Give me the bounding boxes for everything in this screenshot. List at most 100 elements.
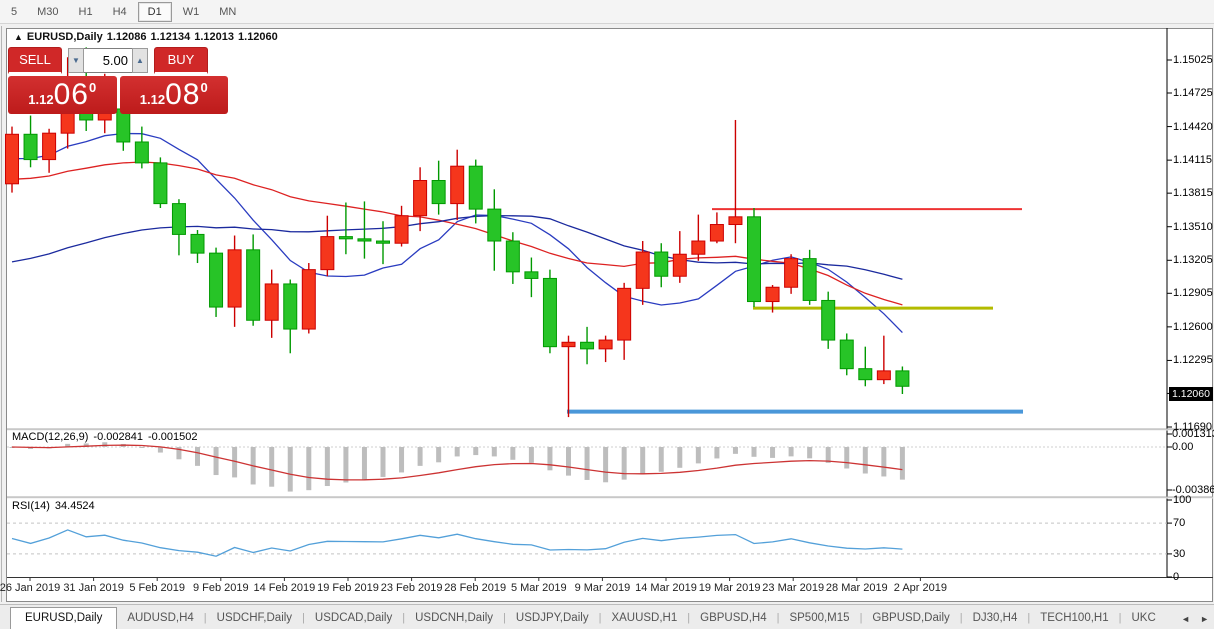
- macd-histogram-bar: [714, 447, 720, 459]
- sell-button[interactable]: SELL: [8, 47, 62, 74]
- symbol-tab-usdchf-daily[interactable]: USDCHF,Daily: [216, 612, 293, 624]
- symbol-tab-dj30-h4[interactable]: DJ30,H4: [972, 612, 1018, 624]
- macd-histogram-bar: [361, 447, 367, 480]
- volume-input[interactable]: [84, 48, 132, 73]
- rsi-label: RSI(14) 34.4524: [12, 500, 100, 512]
- candle-body: [338, 236, 353, 240]
- timeframe-tab-mn[interactable]: MN: [219, 5, 237, 18]
- candle-body: [654, 251, 669, 277]
- symbol-tab-usdcad-daily[interactable]: USDCAD,Daily: [314, 612, 393, 624]
- candle-body: [357, 238, 372, 242]
- candle-body: [209, 252, 224, 308]
- macd-histogram-bar: [269, 447, 275, 487]
- macd-histogram-bar: [306, 447, 312, 491]
- candle-body: [765, 286, 780, 303]
- date-axis-label: 26 Jan 2019: [0, 582, 61, 594]
- candle-body: [450, 165, 465, 205]
- timeframe-tab-w1[interactable]: W1: [182, 5, 200, 18]
- macd-histogram-bar: [825, 447, 831, 463]
- chart-surface: [6, 28, 1213, 602]
- ohlc-low: 1.12013: [194, 31, 235, 43]
- symbol-tab-sp500-m15[interactable]: SP500,M15: [789, 612, 850, 624]
- macd-axis-label: 0.001313: [1172, 428, 1214, 440]
- macd-histogram-bar: [528, 447, 534, 463]
- symbol-tab-usdjpy-daily[interactable]: USDJPY,Daily: [515, 612, 589, 624]
- macd-axis-label: 0.00: [1172, 441, 1194, 453]
- price-axis-label: 1.14420: [1173, 120, 1213, 133]
- date-axis-label: 31 Jan 2019: [63, 582, 124, 594]
- scroll-right-button[interactable]: ►: [1200, 614, 1209, 624]
- timeframe-tab-5[interactable]: 5: [11, 5, 18, 18]
- tab-divider: |: [959, 612, 963, 624]
- chart-ohlc-title: ▲ EURUSD,Daily 1.12086 1.12134 1.12013 1.1206…: [14, 31, 282, 43]
- macd-histogram-bar: [102, 442, 108, 447]
- candle-body: [691, 240, 706, 255]
- macd-histogram-bar: [399, 447, 405, 473]
- scroll-left-button[interactable]: ◄: [1181, 614, 1191, 624]
- date-axis-label: 19 Feb 2019: [317, 582, 379, 594]
- rsi-line: [11, 529, 903, 557]
- macd-histogram-bar: [454, 447, 460, 457]
- timeframe-tab-h1[interactable]: H1: [78, 5, 93, 18]
- timeframe-tab-d1[interactable]: D1: [137, 1, 172, 22]
- symbol-tab-tech100-h1[interactable]: TECH100,H1: [1040, 612, 1109, 624]
- price-axis-label: 1.13205: [1173, 254, 1213, 267]
- ohlc-open: 1.12086: [106, 31, 147, 43]
- candle-body: [728, 216, 743, 226]
- sell-price-big: 06: [53, 78, 89, 111]
- tab-divider: |: [402, 612, 406, 624]
- macd-histogram-bar: [491, 447, 497, 457]
- macd-value-main: -0.002841: [93, 431, 143, 443]
- macd-histogram-bar: [324, 447, 330, 487]
- macd-histogram-bar: [732, 447, 738, 454]
- buy-button[interactable]: BUY: [154, 47, 208, 74]
- tab-divider: |: [503, 612, 506, 624]
- symbol-tab-usdcnh-daily[interactable]: USDCNH,Daily: [415, 612, 494, 624]
- timeframe-tab-m30[interactable]: M30: [37, 5, 59, 18]
- date-axis-label: 28 Feb 2019: [444, 582, 507, 594]
- candle-body: [598, 339, 613, 350]
- date-axis-label: 9 Mar 2019: [574, 582, 631, 594]
- candle-body: [468, 165, 483, 210]
- sell-price-sup: 0: [88, 80, 97, 95]
- collapse-triangle-icon[interactable]: ▲: [14, 32, 23, 42]
- sell-price-tile[interactable]: 1.12 06 0: [8, 76, 117, 114]
- rsi-name: RSI(14): [12, 500, 50, 512]
- date-axis-label: 5 Feb 2019: [129, 582, 186, 594]
- buy-price-tile[interactable]: 1.12 08 0: [119, 76, 228, 114]
- date-axis-label: 28 Mar 2019: [825, 582, 888, 594]
- macd-histogram-bar: [176, 447, 182, 460]
- volume-increase-button[interactable]: ▲: [132, 48, 148, 73]
- candle-body: [524, 271, 539, 279]
- symbol-tab-audusd-h4[interactable]: AUDUSD,H4: [127, 612, 194, 624]
- symbol-tab-gbpusd-daily[interactable]: GBPUSD,Daily: [872, 612, 950, 624]
- macd-histogram-bar: [807, 447, 813, 459]
- macd-histogram-bar: [213, 447, 219, 476]
- buy-price-sup: 0: [200, 80, 208, 95]
- timeframe-tab-h4[interactable]: H4: [112, 5, 127, 18]
- candle-body: [394, 215, 409, 244]
- date-axis-label: 9 Feb 2019: [192, 582, 249, 594]
- symbol-tab-ukc[interactable]: UKC: [1131, 612, 1156, 624]
- candle-body: [134, 141, 149, 164]
- volume-decrease-button[interactable]: ▼: [68, 48, 84, 73]
- symbol-tab-xauusd-h1[interactable]: XAUUSD,H1: [611, 612, 678, 624]
- macd-histogram-bar: [640, 447, 646, 475]
- candle-body: [246, 249, 261, 321]
- symbol-tab-gbpusd-h4[interactable]: GBPUSD,H4: [700, 612, 767, 624]
- macd-histogram-bar: [547, 447, 553, 471]
- candle-body: [821, 299, 836, 341]
- buy-price-big: 08: [165, 78, 201, 111]
- macd-histogram-bar: [157, 447, 163, 453]
- symbol-tab-eurusd-daily[interactable]: EURUSD,Daily: [10, 607, 118, 629]
- date-axis-label: 23 Mar 2019: [762, 582, 825, 594]
- candle-body: [23, 133, 38, 161]
- one-click-trading-panel: SELL ▼ ▲ BUY 1.12 06 0 1.12 08 0: [8, 47, 228, 114]
- candle-body: [413, 179, 428, 217]
- date-axis-label: 14 Feb 2019: [253, 582, 316, 594]
- macd-histogram-bar: [343, 447, 349, 483]
- macd-histogram-bar: [881, 447, 887, 477]
- macd-histogram-bar: [65, 443, 71, 447]
- date-axis-label: 23 Feb 2019: [380, 582, 443, 594]
